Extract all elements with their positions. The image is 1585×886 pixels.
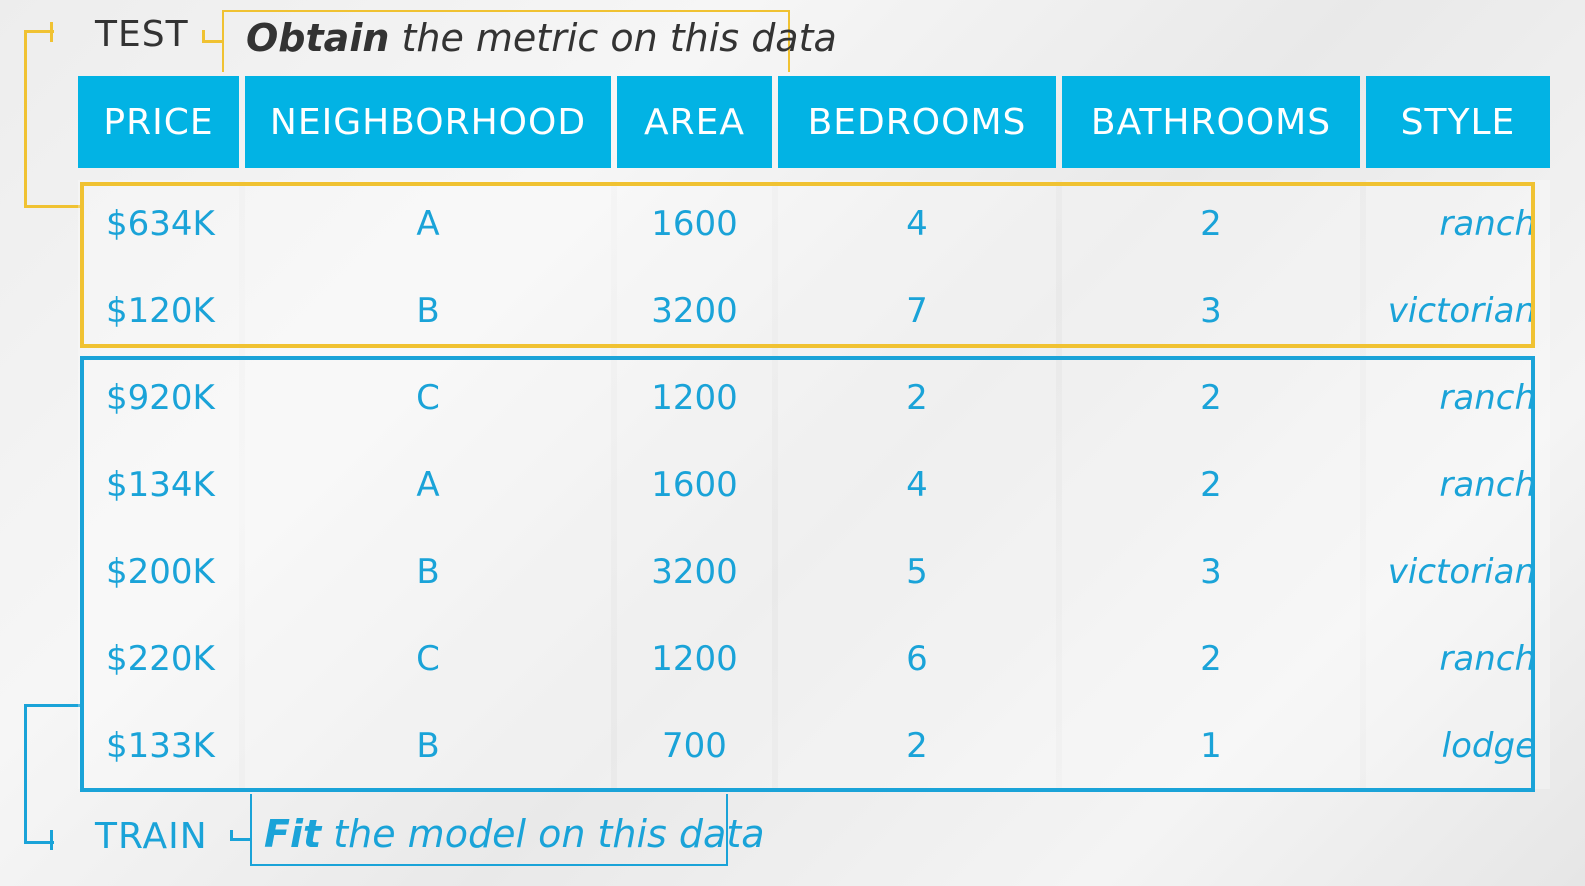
housing-data-table: PRICE NEIGHBORHOOD AREA BEDROOMS BATHROO…	[72, 76, 1556, 789]
cell-style: ranch	[1366, 441, 1550, 528]
train-row: $134K A 1600 4 2 ranch	[78, 441, 1550, 528]
cell-neighborhood: C	[245, 354, 611, 441]
cell-neighborhood: B	[245, 528, 611, 615]
cell-style: lodge	[1366, 702, 1550, 789]
cell-area: 1600	[617, 441, 772, 528]
cell-bathrooms: 1	[1062, 702, 1360, 789]
cell-bathrooms: 2	[1062, 354, 1360, 441]
cell-price: $200K	[78, 528, 239, 615]
train-note: Fit the model on this data	[250, 794, 765, 866]
test-bracket-top-stub	[50, 22, 53, 42]
test-note-text: Obtain the metric on this data	[246, 16, 837, 60]
cell-bathrooms: 3	[1062, 528, 1360, 615]
cell-price: $120K	[78, 267, 239, 354]
train-bracket-top	[24, 704, 82, 707]
header-price: PRICE	[78, 76, 239, 168]
cell-bathrooms: 2	[1062, 615, 1360, 702]
test-note: Obtain the metric on this data	[222, 10, 837, 72]
train-label: TRAIN	[95, 816, 208, 857]
cell-bathrooms: 3	[1062, 267, 1360, 354]
cell-bedrooms: 2	[778, 702, 1056, 789]
train-row: $133K B 700 2 1 lodge	[78, 702, 1550, 789]
train-note-connector	[230, 838, 252, 841]
test-label: TEST	[95, 14, 189, 55]
table-header-row: PRICE NEIGHBORHOOD AREA BEDROOMS BATHROO…	[78, 76, 1550, 168]
test-bracket-bottom	[24, 205, 82, 208]
cell-neighborhood: C	[245, 615, 611, 702]
cell-neighborhood: A	[245, 180, 611, 267]
train-bracket-vertical	[24, 704, 27, 844]
cell-style: victorian	[1366, 267, 1550, 354]
cell-style: ranch	[1366, 615, 1550, 702]
cell-price: $134K	[78, 441, 239, 528]
train-bracket-bottom-stub	[50, 830, 53, 850]
cell-bedrooms: 4	[778, 441, 1056, 528]
cell-price: $133K	[78, 702, 239, 789]
cell-bathrooms: 2	[1062, 180, 1360, 267]
test-row: $120K B 3200 7 3 victorian	[78, 267, 1550, 354]
header-bathrooms: BATHROOMS	[1062, 76, 1360, 168]
header-neighborhood: NEIGHBORHOOD	[245, 76, 611, 168]
train-note-bold: Fit	[264, 812, 322, 856]
header-bedrooms: BEDROOMS	[778, 76, 1056, 168]
test-set-highlight	[80, 182, 1535, 348]
cell-price: $920K	[78, 354, 239, 441]
cell-price: $634K	[78, 180, 239, 267]
train-set-highlight	[80, 356, 1535, 792]
cell-price: $220K	[78, 615, 239, 702]
test-bracket-top-tick	[24, 30, 54, 33]
cell-area: 1200	[617, 615, 772, 702]
train-note-rest: the model on this data	[321, 812, 765, 856]
cell-bedrooms: 5	[778, 528, 1056, 615]
cell-area: 3200	[617, 528, 772, 615]
cell-neighborhood: B	[245, 702, 611, 789]
cell-style: ranch	[1366, 354, 1550, 441]
train-row: $200K B 3200 5 3 victorian	[78, 528, 1550, 615]
test-note-rest: the metric on this data	[389, 16, 837, 60]
test-note-connector	[202, 40, 224, 43]
test-row: $634K A 1600 4 2 ranch	[78, 180, 1550, 267]
table-gap	[78, 168, 1550, 180]
train-note-connector-stub	[230, 830, 233, 841]
train-note-text: Fit the model on this data	[264, 812, 765, 856]
test-bracket-vertical	[24, 30, 27, 208]
train-row: $220K C 1200 6 2 ranch	[78, 615, 1550, 702]
cell-style: ranch	[1366, 180, 1550, 267]
test-note-connector-stub	[202, 30, 205, 43]
cell-area: 700	[617, 702, 772, 789]
cell-bedrooms: 6	[778, 615, 1056, 702]
test-note-bold: Obtain	[246, 16, 390, 60]
cell-bathrooms: 2	[1062, 441, 1360, 528]
cell-bedrooms: 2	[778, 354, 1056, 441]
cell-bedrooms: 7	[778, 267, 1056, 354]
header-area: AREA	[617, 76, 772, 168]
cell-neighborhood: B	[245, 267, 611, 354]
cell-area: 1200	[617, 354, 772, 441]
cell-neighborhood: A	[245, 441, 611, 528]
header-style: STYLE	[1366, 76, 1550, 168]
train-bracket-bottom-tick	[24, 841, 54, 844]
cell-style: victorian	[1366, 528, 1550, 615]
cell-area: 1600	[617, 180, 772, 267]
cell-bedrooms: 4	[778, 180, 1056, 267]
train-row: $920K C 1200 2 2 ranch	[78, 354, 1550, 441]
cell-area: 3200	[617, 267, 772, 354]
